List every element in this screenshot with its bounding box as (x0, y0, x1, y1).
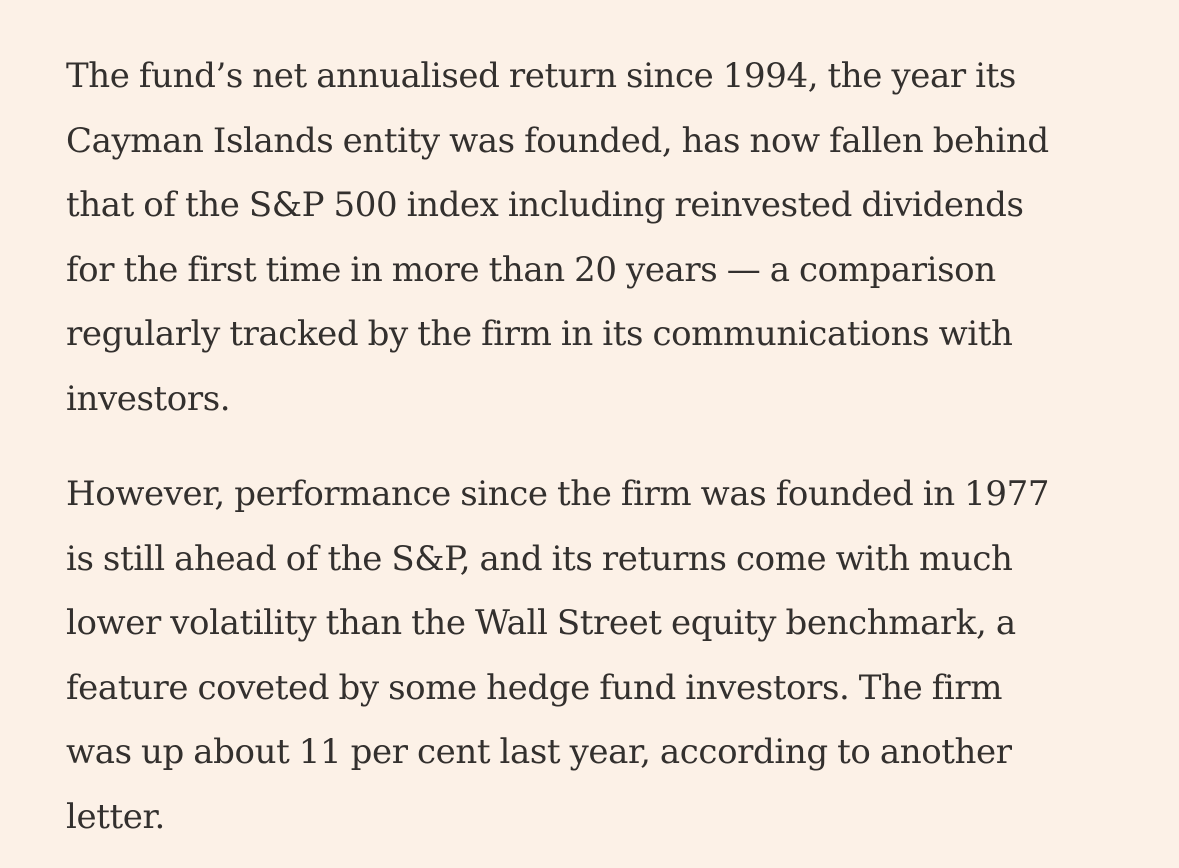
paragraph-line: letter. (66, 796, 165, 837)
paragraph-line: for the first time in more than 20 years… (66, 249, 996, 290)
paragraph-performance: However, performance since the firm was … (66, 462, 1139, 849)
paragraph-line: The fund’s net annualised return since 1… (66, 56, 1016, 96)
paragraph-line: investors. (66, 378, 231, 419)
paragraph-line: was up about 11 per cent last year, acco… (66, 732, 1012, 772)
paragraph-line: However, performance since the firm was … (66, 474, 1050, 514)
paragraph-line: regularly tracked by the firm in its com… (66, 314, 1013, 354)
paragraph-line: feature coveted by some hedge fund inves… (66, 667, 1003, 708)
paragraph-line: that of the S&P 500 index including rein… (66, 185, 1024, 225)
paragraph-line: Cayman Islands entity was founded, has n… (66, 120, 1049, 161)
paragraph-fund-return: The fund’s net annualised return since 1… (66, 44, 1139, 431)
paragraph-line: is still ahead of the S&P, and its retur… (66, 538, 1013, 579)
paragraph-line: lower volatility than the Wall Street eq… (66, 603, 1016, 643)
